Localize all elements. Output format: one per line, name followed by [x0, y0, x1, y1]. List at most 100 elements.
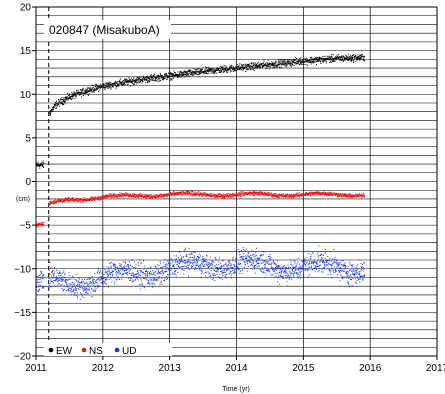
data-point-ns	[140, 194, 142, 196]
data-point-ud	[272, 269, 274, 271]
data-point-ud	[49, 273, 51, 275]
data-point-ud	[124, 259, 126, 261]
data-point-ew	[342, 59, 344, 61]
data-point-ns	[260, 193, 262, 195]
data-point-ew	[186, 72, 188, 74]
data-point-ns	[218, 195, 220, 197]
data-point-ns	[184, 194, 186, 196]
data-point-ud	[48, 262, 50, 264]
data-point-ud	[129, 272, 131, 274]
data-point-ud	[101, 277, 103, 279]
data-point-ew	[311, 59, 313, 61]
data-point-ns	[37, 223, 39, 225]
data-point-ud	[76, 292, 78, 294]
data-point-ew	[282, 61, 284, 63]
data-point-ns	[270, 193, 272, 195]
data-point-ud	[106, 283, 108, 285]
data-point-ns	[100, 198, 102, 200]
data-point-ns	[250, 191, 252, 193]
data-point-ud	[92, 280, 94, 282]
data-point-ud	[178, 259, 180, 261]
data-point-ew	[277, 63, 279, 65]
data-point-ns	[38, 224, 40, 226]
data-point-ew	[216, 69, 218, 71]
data-point-ud	[249, 257, 251, 259]
data-point-ud	[269, 258, 271, 260]
data-point-ud	[133, 274, 135, 276]
data-point-ew	[302, 61, 304, 63]
data-point-ew	[211, 68, 213, 70]
data-point-ew	[302, 62, 304, 64]
data-point-ns	[98, 199, 100, 201]
data-point-ns	[49, 202, 51, 204]
data-point-ew	[119, 81, 121, 83]
data-point-ew	[75, 92, 77, 94]
data-point-ud	[121, 267, 123, 269]
data-point-ew	[328, 58, 330, 60]
data-point-ud	[166, 276, 168, 278]
data-point-ew	[198, 67, 200, 69]
data-point-ew	[105, 87, 107, 89]
data-point-ew	[333, 58, 335, 60]
data-point-ud	[135, 264, 137, 266]
data-point-ew	[126, 79, 128, 81]
data-point-ew	[214, 70, 216, 72]
data-point-ew	[241, 64, 243, 66]
data-point-ud	[110, 272, 112, 274]
data-point-ew	[225, 66, 227, 68]
data-point-ns	[274, 194, 276, 196]
data-point-ns	[38, 224, 40, 226]
data-point-ns	[108, 193, 110, 195]
data-point-ew	[230, 67, 232, 69]
data-point-ns	[114, 193, 116, 195]
data-point-ew	[175, 74, 177, 76]
data-point-ud	[149, 273, 151, 275]
data-point-ud	[203, 266, 205, 268]
data-point-ud	[142, 276, 144, 278]
data-point-ew	[55, 101, 57, 103]
data-point-ud	[98, 278, 100, 280]
data-point-ew	[268, 63, 270, 65]
data-point-ew	[98, 87, 100, 89]
data-point-ns	[340, 193, 342, 195]
data-point-ew	[303, 61, 305, 63]
data-point-ns	[204, 191, 206, 193]
data-point-ew	[96, 85, 98, 87]
data-point-ud	[122, 274, 124, 276]
data-point-ns	[147, 196, 149, 198]
data-point-ns	[136, 196, 138, 198]
data-point-ew	[101, 84, 103, 86]
data-point-ud	[296, 263, 298, 265]
data-point-ns	[202, 195, 204, 197]
data-point-ud	[129, 269, 131, 271]
data-point-ud	[64, 281, 66, 283]
data-point-ud	[117, 278, 119, 280]
data-point-ew	[161, 75, 163, 77]
data-point-ew	[122, 81, 124, 83]
data-point-ew	[158, 78, 160, 80]
data-point-ns	[293, 193, 295, 195]
data-point-ud	[220, 270, 222, 272]
data-point-ud	[133, 267, 135, 269]
data-point-ns	[237, 194, 239, 196]
data-point-ns	[316, 194, 318, 196]
data-point-ew	[213, 71, 215, 73]
data-point-ew	[201, 70, 203, 72]
data-point-ns	[75, 197, 77, 199]
data-point-ew	[182, 75, 184, 77]
data-point-ew	[37, 165, 39, 167]
data-point-ew	[286, 63, 288, 65]
data-point-ew	[81, 89, 83, 91]
data-point-ew	[358, 55, 360, 57]
data-point-ns	[229, 196, 231, 198]
data-point-ud	[204, 260, 206, 262]
data-point-ew	[203, 73, 205, 75]
data-point-ud	[147, 274, 149, 276]
data-point-ew	[54, 103, 56, 105]
data-point-ew	[85, 92, 87, 94]
data-point-ud	[191, 266, 193, 268]
data-point-ud	[95, 282, 97, 284]
data-point-ns	[303, 193, 305, 195]
data-point-ud	[148, 273, 150, 275]
data-point-ns	[346, 196, 348, 198]
